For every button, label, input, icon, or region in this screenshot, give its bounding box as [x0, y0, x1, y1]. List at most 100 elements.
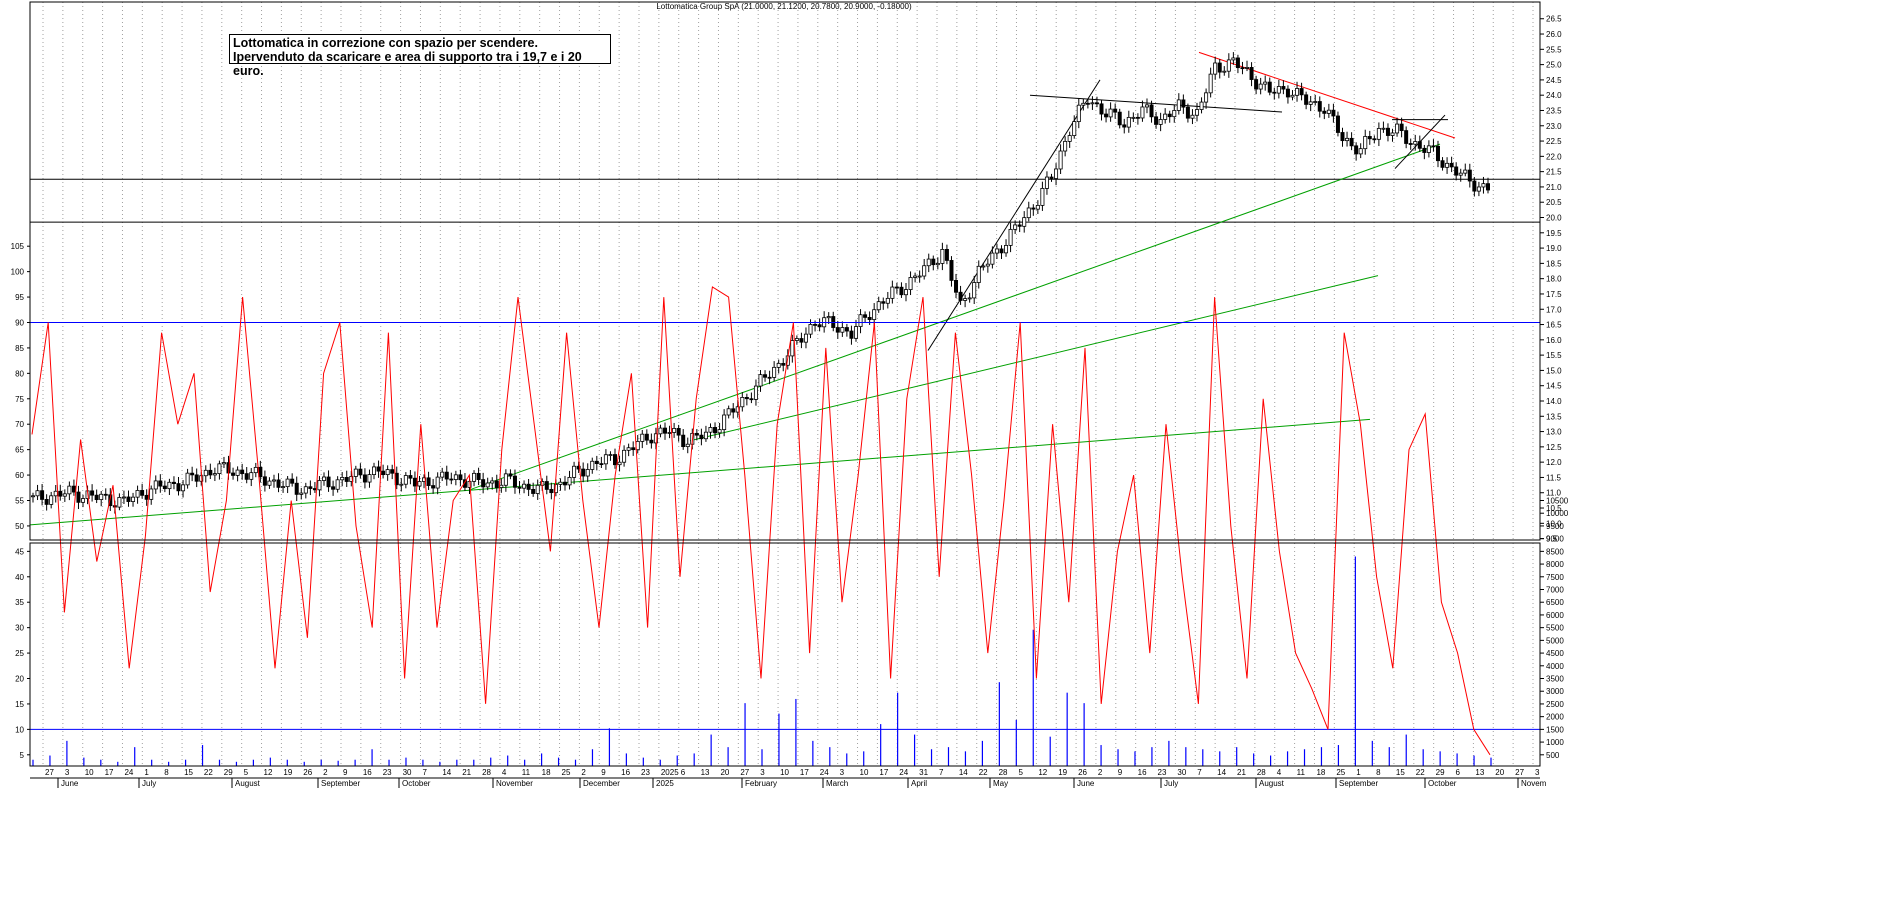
x-month-label: April: [911, 779, 927, 788]
x-day-label: 15: [184, 768, 193, 777]
candle-body: [30, 495, 35, 498]
candle-body: [1113, 108, 1118, 113]
x-day-label: 3: [65, 768, 70, 777]
candle-body: [35, 490, 40, 497]
candle-body: [1167, 113, 1172, 118]
volume-tick-label: 3000: [1546, 687, 1564, 696]
candle-body: [572, 465, 577, 478]
candle-body: [1213, 62, 1218, 75]
candle-body: [144, 494, 149, 500]
horizontal-levels: [30, 178, 1540, 223]
candle-body: [1204, 92, 1209, 103]
candle-body: [803, 333, 808, 343]
candle-body: [1176, 99, 1181, 111]
candle-body: [917, 275, 922, 278]
x-month-label: July: [142, 779, 156, 788]
price-panel-frame: [29, 1, 1541, 541]
price-tick-label: 21.5: [1546, 168, 1562, 177]
candle-body: [171, 481, 176, 484]
candle-body: [1295, 88, 1300, 96]
candle-body: [444, 471, 449, 480]
volume-tick-label: 3500: [1546, 675, 1564, 684]
candle-body: [426, 477, 431, 486]
candle-body: [703, 431, 708, 440]
candle-body: [303, 486, 308, 494]
candle-body: [181, 484, 186, 492]
candle-body: [1358, 148, 1363, 155]
price-tick-label: 10.5: [1546, 504, 1562, 513]
oscillator-tick-label: 70: [15, 420, 24, 429]
candle-body: [603, 454, 608, 465]
price-tick-label: 13.5: [1546, 412, 1562, 421]
candle-body: [271, 479, 276, 482]
candle-body: [1249, 67, 1254, 80]
candle-body: [608, 454, 613, 456]
x-day-label: 29: [224, 768, 233, 777]
price-tick-label: 19.5: [1546, 229, 1562, 238]
candle-body: [1422, 147, 1427, 153]
x-day-label: 14: [959, 768, 968, 777]
candle-body: [140, 490, 145, 496]
candle-body: [317, 480, 322, 491]
oscillator-tick-label: 40: [15, 573, 24, 582]
candle-body: [453, 474, 458, 480]
candle-body: [1004, 245, 1009, 254]
x-day-label: 1: [1356, 768, 1361, 777]
candle-body: [462, 479, 467, 488]
candle-body: [403, 475, 408, 485]
x-day-label: 2025: [661, 768, 679, 777]
x-day-label: 16: [363, 768, 372, 777]
candle-body: [1281, 86, 1286, 90]
candle-body: [1395, 123, 1400, 134]
price-y-axis: 9.5 10.0 10.5 11.0 11.5 12.0 12.5 13.0 13.5 14.0 1…: [1540, 15, 1562, 544]
price-tick-label: 25.5: [1546, 45, 1562, 54]
candle-body: [1304, 94, 1309, 105]
candle-body: [81, 498, 86, 503]
x-day-label: 31: [919, 768, 928, 777]
price-tick-label: 16.0: [1546, 336, 1562, 345]
candle-body: [1486, 183, 1491, 191]
candle-body: [1349, 137, 1354, 147]
x-day-label: 28: [482, 768, 491, 777]
x-day-label: 21: [1237, 768, 1246, 777]
x-day-label: 3: [1535, 768, 1540, 777]
price-tick-label: 18.5: [1546, 259, 1562, 268]
candle-body: [1099, 103, 1104, 115]
candle-body: [881, 301, 886, 304]
volume-y-axis: 500 1000 1500 2000 2500 3000 3500 4000 4500 5000 5…: [1540, 497, 1569, 760]
volume-tick-label: 7500: [1546, 573, 1564, 582]
candle-body: [708, 427, 713, 433]
candle-body: [1431, 145, 1436, 148]
candle-body: [863, 314, 868, 318]
candle-body: [1181, 99, 1186, 108]
price-tick-label: 13.0: [1546, 428, 1562, 437]
candle-body: [1172, 110, 1177, 118]
candle-body: [1026, 207, 1031, 219]
candle-body: [485, 482, 490, 488]
support-trendline-long: [29, 418, 1371, 526]
x-month-label: July: [1164, 779, 1178, 788]
candle-body: [99, 493, 104, 501]
candle-body: [685, 443, 690, 448]
candle-body: [699, 434, 704, 440]
candle-body: [1013, 224, 1018, 230]
candle-body: [1126, 116, 1131, 128]
candle-body: [249, 472, 254, 480]
candle-body: [1313, 101, 1318, 103]
candle-body: [472, 472, 477, 482]
price-tick-label: 22.5: [1546, 137, 1562, 146]
x-month-label: September: [321, 779, 360, 788]
volume-tick-label: 9500: [1546, 522, 1564, 531]
x-day-label: 25: [562, 768, 571, 777]
candle-body: [985, 263, 990, 267]
candle-body: [153, 480, 158, 490]
price-tick-label: 23.5: [1546, 106, 1562, 115]
candle-body: [499, 484, 504, 488]
candle-body: [867, 317, 872, 320]
candle-body: [1158, 119, 1163, 125]
candle-body: [176, 483, 181, 492]
candle-body: [913, 275, 918, 278]
price-candles: [30, 52, 1491, 514]
candle-body: [531, 488, 536, 494]
candle-body: [658, 427, 663, 435]
